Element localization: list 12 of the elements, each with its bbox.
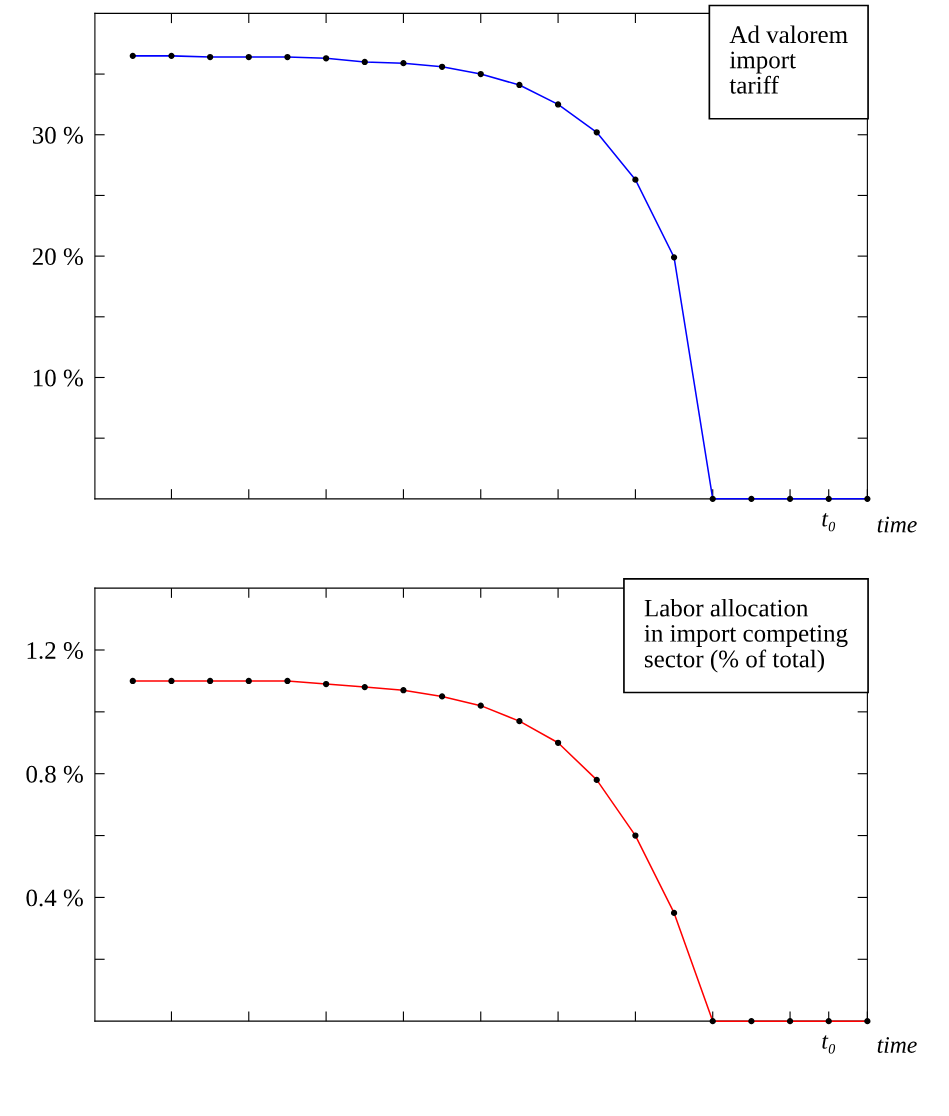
x-axis-title: time	[877, 516, 917, 533]
y-tick-label: 10 %	[33, 369, 83, 387]
x-tick-label: t₀	[822, 1035, 836, 1054]
annotation: Labor allocation in import competing sector (% of total)	[644, 598, 848, 673]
x-tick-label: t₀	[822, 513, 836, 532]
x-axis-title: time	[877, 1037, 917, 1053]
y-tick-label: 0.4 %	[26, 889, 83, 907]
y-tick-label: 30 %	[32, 126, 83, 144]
y-tick-label: 1.2 %	[27, 642, 83, 660]
annotation: Ad valorem import tariff	[729, 25, 848, 94]
y-tick-label: 0.8 %	[26, 765, 83, 783]
y-tick-label: 20 %	[32, 248, 83, 266]
